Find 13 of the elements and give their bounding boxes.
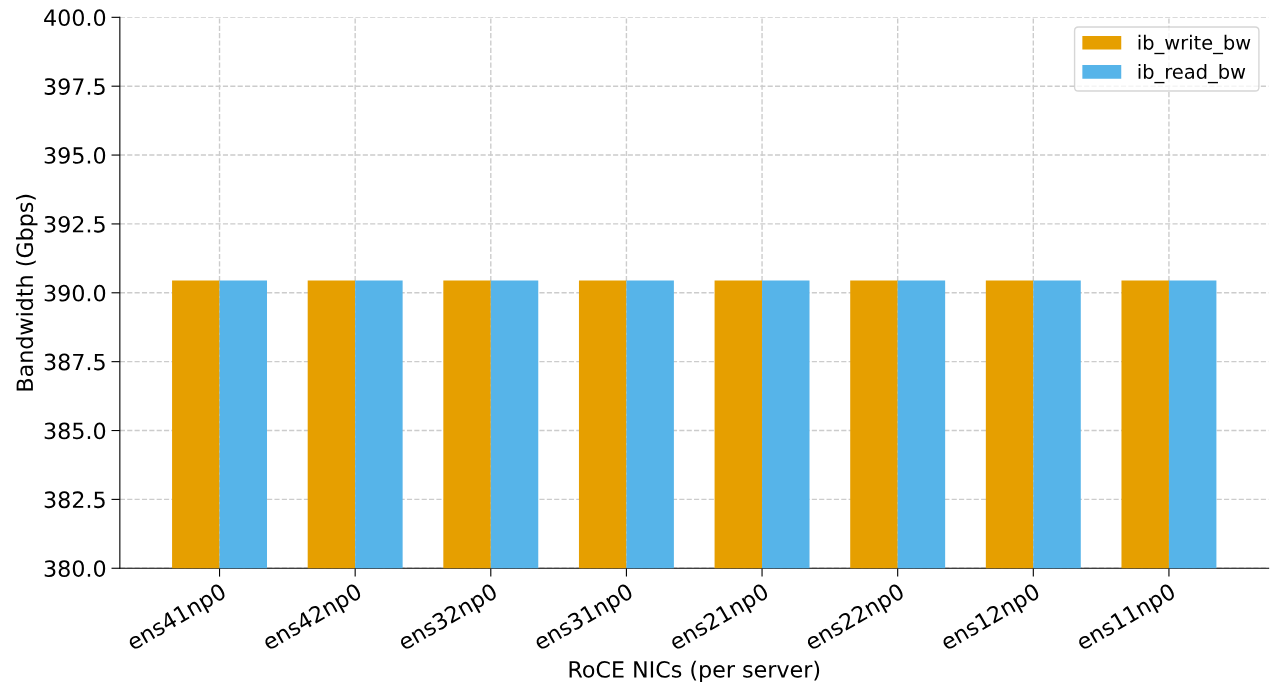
legend-label: ib_read_bw — [1138, 63, 1246, 84]
y-tick-label: 397.5 — [44, 78, 105, 95]
y-tick-label: 380.0 — [44, 560, 106, 578]
y-tick-label: 390.0 — [44, 284, 106, 302]
y-tick-label: 382.5 — [44, 491, 105, 509]
legend-label: ib_write_bw — [1138, 34, 1251, 55]
y-tick-label: 400.0 — [44, 9, 106, 27]
y-tick-label: 392.5 — [44, 215, 105, 233]
y-tick-label: 385.0 — [44, 422, 106, 440]
y-axis-title: Bandwidth (Gbps) — [15, 194, 38, 391]
y-tick-label: 387.5 — [44, 353, 105, 371]
x-axis-title: RoCE NICs (per server) — [569, 660, 820, 683]
y-tick-label: 395.0 — [44, 147, 106, 164]
